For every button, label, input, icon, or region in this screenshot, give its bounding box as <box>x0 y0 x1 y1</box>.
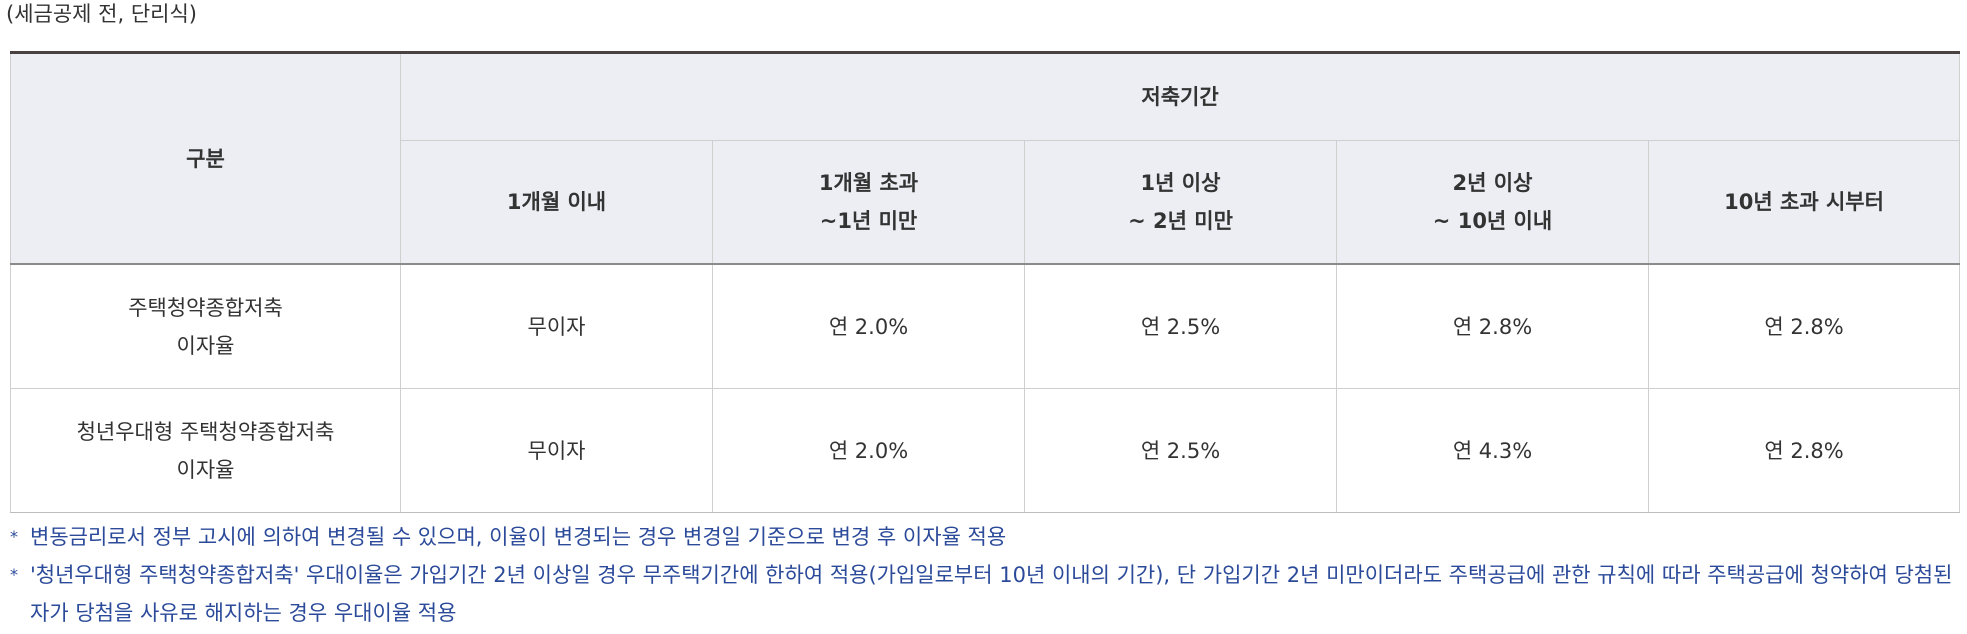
table-cell: 연 4.3% <box>1336 388 1649 513</box>
header-period-3-line1: 1년 이상 <box>1140 171 1221 195</box>
row-label-line1: 청년우대형 주택청약종합저축 <box>76 419 335 444</box>
row-label-line2: 이자율 <box>176 333 235 358</box>
table-row: 청년우대형 주택청약종합저축 이자율 무이자 연 2.0% 연 2.5% 연 4… <box>10 388 1961 513</box>
header-period-2-line2: ~1년 미만 <box>819 209 918 233</box>
row-label-line1: 주택청약종합저축 <box>128 295 283 320</box>
footnotes: * 변동금리로서 정부 고시에 의하여 변경될 수 있으며, 이율이 변경되는 … <box>10 518 1955 632</box>
table-cell: 무이자 <box>400 263 713 389</box>
header-period-group: 저축기간 <box>399 52 1961 141</box>
header-period-2: 1개월 초과 ~1년 미만 <box>712 140 1025 265</box>
row-label-line2: 이자율 <box>176 457 235 482</box>
header-period-5: 10년 초과 시부터 <box>1647 140 1961 265</box>
asterisk-icon: * <box>10 565 18 584</box>
footnote: * '청년우대형 주택청약종합저축' 우대이율은 가입기간 2년 이상일 경우 … <box>10 556 1955 632</box>
asterisk-icon: * <box>10 527 18 546</box>
footnote-text: 변동금리로서 정부 고시에 의하여 변경될 수 있으며, 이율이 변경되는 경우… <box>30 525 1007 549</box>
footnote: * 변동금리로서 정부 고시에 의하여 변경될 수 있으며, 이율이 변경되는 … <box>10 518 1955 556</box>
header-period-3-line2: ~ 2년 미만 <box>1128 209 1233 233</box>
header-period-1-line1: 1개월 이내 <box>506 190 607 214</box>
row-label: 청년우대형 주택청약종합저축 이자율 <box>10 388 401 513</box>
table-caption: (세금공제 전, 단리식) <box>6 2 197 26</box>
header-category: 구분 <box>10 52 401 265</box>
interest-rate-table: 구분 저축기간 1개월 이내 1개월 초과 ~1년 미만 1년 이상 ~ 2년 … <box>10 51 1961 513</box>
table-cell: 연 2.0% <box>712 388 1025 513</box>
table-cell: 연 2.8% <box>1647 388 1961 513</box>
table-cell: 무이자 <box>400 388 713 513</box>
header-period-1: 1개월 이내 <box>400 140 713 265</box>
header-period-group-label: 저축기간 <box>1141 85 1219 109</box>
header-row-1: 구분 저축기간 <box>10 52 1961 265</box>
table-cell: 연 2.8% <box>1336 263 1649 389</box>
header-period-3: 1년 이상 ~ 2년 미만 <box>1024 140 1337 265</box>
footnote-text: '청년우대형 주택청약종합저축' 우대이율은 가입기간 2년 이상일 경우 무주… <box>30 563 1953 625</box>
header-period-4-line1: 2년 이상 <box>1452 171 1533 195</box>
table-cell: 연 2.5% <box>1024 388 1337 513</box>
table-cell: 연 2.5% <box>1024 263 1337 389</box>
table-row: 주택청약종합저축 이자율 무이자 연 2.0% 연 2.5% 연 2.8% 연 … <box>10 263 1961 389</box>
header-period-5-line1: 10년 초과 시부터 <box>1724 190 1884 214</box>
table-cell: 연 2.8% <box>1647 263 1961 389</box>
header-row-2: 1개월 이내 1개월 초과 ~1년 미만 1년 이상 ~ 2년 미만 2년 이상… <box>11 140 1961 265</box>
header-period-2-line1: 1개월 초과 <box>818 171 919 195</box>
header-category-label: 구분 <box>186 146 225 171</box>
header-period-4-line2: ~ 10년 이내 <box>1432 209 1553 233</box>
table-cell: 연 2.0% <box>712 263 1025 389</box>
row-label: 주택청약종합저축 이자율 <box>10 263 401 389</box>
header-period-4: 2년 이상 ~ 10년 이내 <box>1336 140 1649 265</box>
